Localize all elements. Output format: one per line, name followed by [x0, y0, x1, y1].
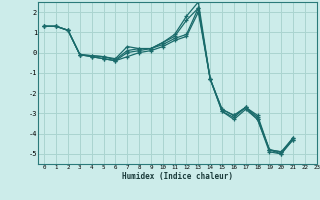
X-axis label: Humidex (Indice chaleur): Humidex (Indice chaleur) [122, 172, 233, 181]
